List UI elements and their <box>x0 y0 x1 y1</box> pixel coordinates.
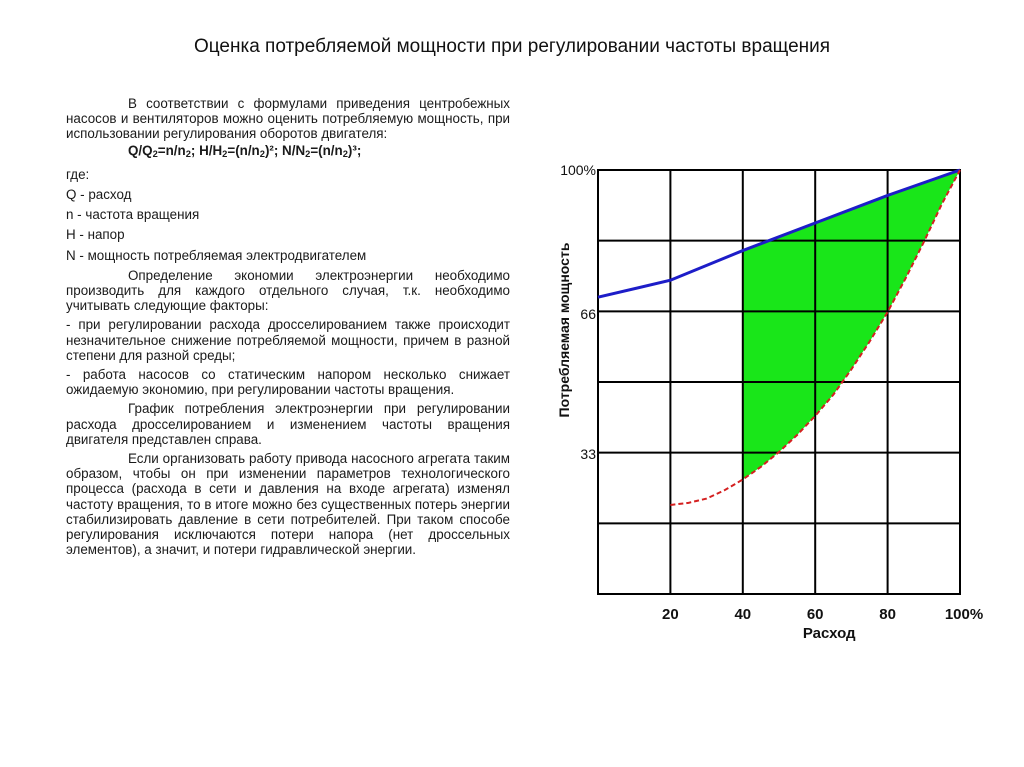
savings-area <box>742 170 960 480</box>
x-tick-label: 20 <box>662 606 679 623</box>
legend-h: H - напор <box>66 227 125 243</box>
x-tick-label: 100% <box>945 606 983 623</box>
graph-paragraph: График потребления электроэнергии при ре… <box>66 401 510 447</box>
y-axis-label: Потребляемая мощность <box>556 242 572 417</box>
series-throttle-line <box>597 168 961 299</box>
plot-frame <box>597 169 961 595</box>
y-tick-label: 66 <box>580 306 596 322</box>
formula-line: Q/Q2=n/n2; H/H2=(n/n2)²; N/N2=(n/n2)³; <box>128 142 362 159</box>
where-label: где: <box>66 166 90 182</box>
slide-title: Оценка потребляемой мощности при регулир… <box>193 36 831 57</box>
text-block: В соответствии с формулами приведения це… <box>66 96 510 557</box>
x-tick-label: 80 <box>879 606 896 623</box>
y-tick-label: 100% <box>560 162 596 178</box>
intro-paragraph: В соответствии с формулами приведения це… <box>66 96 510 142</box>
x-axis-label: Расход <box>803 625 856 642</box>
y-tick-label: 33 <box>580 446 596 462</box>
legend-power: N - мощность потребляемая электродвигате… <box>66 247 367 263</box>
legend-n: n - частота вращения <box>66 207 200 223</box>
bullet-static-head: - работа насосов со статическим напором … <box>66 367 510 398</box>
x-tick-label: 40 <box>734 606 751 623</box>
legend-q: Q - расход <box>66 187 132 203</box>
x-tick-label: 60 <box>807 606 824 623</box>
determination-paragraph: Определение экономии электроэнергии необ… <box>66 267 510 314</box>
series-vfd-line <box>670 169 961 506</box>
bullet-throttle: - при регулировании расхода дросселирова… <box>66 317 510 363</box>
organize-paragraph: Если организовать работу привода насосно… <box>66 451 510 558</box>
